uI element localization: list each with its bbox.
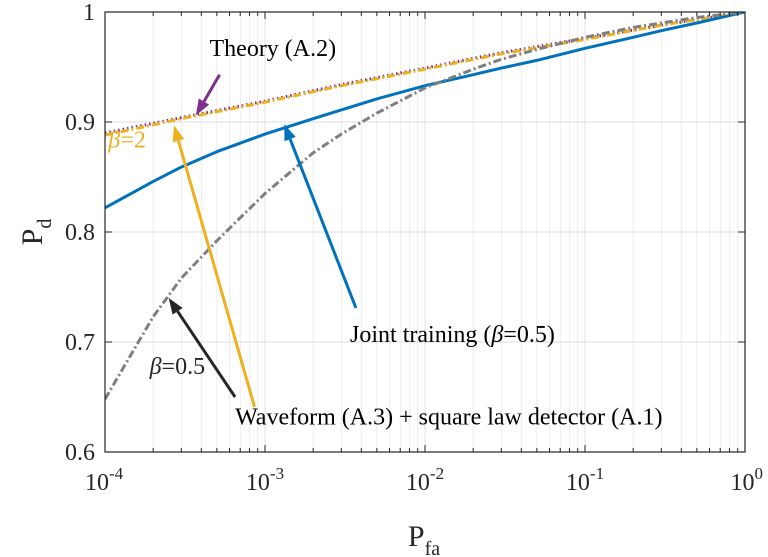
x-tick-label: 100	[731, 464, 764, 496]
grid	[104, 11, 746, 453]
series-line-beta05	[105, 12, 745, 400]
arrow-shaft-theory_label	[202, 73, 221, 103]
annotation-waveform_label: Waveform (A.3) + square law detector (A.…	[235, 405, 662, 431]
y-tick-label: 0.8	[65, 220, 95, 246]
annotation-text-part: Theory (A.2)	[210, 36, 337, 62]
y-tick-label: 0.6	[65, 440, 95, 466]
series-line-joint	[105, 12, 745, 210]
annotation-text-part: =0.5	[162, 354, 206, 380]
annotation-beta05_label: β=0.5	[149, 354, 206, 380]
x-tick-exponent: -4	[109, 464, 124, 483]
annotation-joint_label: Joint training (β=0.5)	[350, 322, 555, 348]
arrow-head-waveform_label	[172, 125, 185, 143]
arrow-head-theory_label	[195, 98, 210, 116]
x-tick-base: 10	[406, 470, 430, 496]
y-tick-label: 0.9	[65, 110, 95, 136]
annotation-text-part: β	[107, 127, 120, 153]
x-tick-exponent: -2	[430, 464, 444, 483]
tick-layer	[104, 11, 746, 453]
x-axis-label: Pfa	[408, 520, 440, 557]
x-tick-label: 10-2	[406, 464, 444, 496]
series-layer	[105, 12, 745, 400]
series-line-theory	[105, 12, 745, 135]
annotation-text-part: β	[149, 354, 162, 380]
arrow-head-beta05_label	[168, 298, 183, 315]
annotation-text-part: =2	[120, 127, 146, 153]
series-line-beta2	[105, 12, 745, 137]
y-tick-label: 1	[83, 0, 95, 26]
annotation-beta2_label: β=2	[107, 127, 146, 153]
x-tick-base: 10	[85, 470, 109, 496]
x-tick-exponent: -1	[590, 464, 604, 483]
annotation-text-part: β	[490, 322, 503, 348]
arrow-shaft-joint_label	[288, 138, 358, 309]
x-tick-exponent: -3	[270, 464, 284, 483]
annotation-text-part: Waveform (A.3) + square law detector (A.…	[235, 405, 662, 431]
x-tick-label: 10-1	[566, 464, 604, 496]
annotation-text-part: =0.5)	[503, 322, 555, 348]
arrow-shaft-waveform_label	[176, 140, 256, 408]
y-axis-label: Pd	[16, 219, 56, 246]
y-tick-labels: 0.6 0.7 0.8 0.9 1	[65, 0, 95, 466]
x-tick-base: 10	[731, 470, 755, 496]
x-tick-label: 10-4	[85, 464, 124, 496]
annotation-theory_label: Theory (A.2)	[210, 36, 337, 62]
x-tick-exponent: 0	[755, 464, 764, 483]
x-tick-label: 10-3	[246, 464, 284, 496]
x-tick-base: 10	[566, 470, 590, 496]
annotation-text-part: Joint training (	[350, 322, 491, 348]
arrow-shaft-beta05_label	[176, 310, 237, 398]
x-tick-labels: 10-4 10-3 10-2 10-1 100	[85, 464, 763, 496]
x-tick-base: 10	[246, 470, 270, 496]
arrow-head-joint_label	[284, 124, 296, 142]
y-tick-label: 0.7	[65, 330, 95, 356]
